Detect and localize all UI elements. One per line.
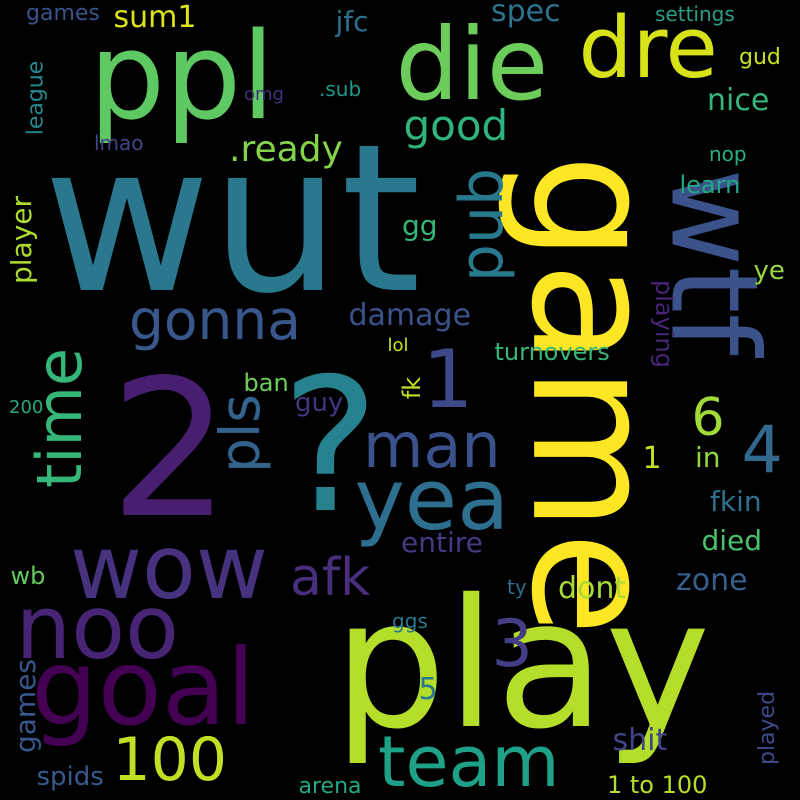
word-yea: yea — [354, 450, 510, 550]
word-spec: spec — [491, 0, 561, 29]
word-6: 6 — [691, 388, 725, 448]
word-1to100: 1 to 100 — [607, 771, 708, 799]
word-damage: damage — [348, 298, 472, 333]
word-1b: 1 — [642, 441, 662, 476]
word-ggs: ggs — [392, 609, 428, 633]
word-guy: guy — [295, 388, 344, 418]
word-team: team — [378, 721, 560, 800]
word-time: time — [23, 347, 97, 489]
word-dre: dre — [578, 0, 718, 98]
word-played: played — [755, 690, 781, 766]
word-nop: nop — [709, 142, 747, 166]
word-play: play — [333, 561, 711, 768]
word-settings: settings — [655, 2, 735, 26]
word-wut: wut — [43, 100, 421, 339]
word-gonna: gonna — [129, 287, 301, 352]
word-3: 3 — [491, 606, 533, 682]
word-ty: ty — [507, 575, 527, 599]
word-1: 1 — [422, 333, 474, 426]
word-turnovers: turnovers — [494, 338, 610, 366]
word-fk: fk — [398, 376, 427, 400]
word-gud: gud — [739, 45, 781, 70]
word-ban: ban — [243, 369, 289, 397]
word-wb: wb — [10, 562, 46, 590]
word-playing: playing — [649, 280, 678, 368]
word-in: in — [695, 441, 721, 474]
word-afk: afk — [290, 548, 371, 608]
word-2: 2 — [109, 339, 231, 560]
word-ye: ye — [753, 256, 785, 286]
word-entire: entire — [401, 526, 483, 559]
word-good: good — [403, 101, 509, 150]
word-ppl: ppl — [89, 8, 275, 147]
word-fkin: fkin — [710, 485, 762, 518]
word-dont: dont — [558, 571, 627, 606]
word-gg: gg — [402, 209, 438, 242]
word-zone: zone — [676, 563, 748, 598]
word-lmao: lmao — [94, 131, 144, 155]
word-die: die — [395, 6, 549, 123]
word-jfc: jfc — [335, 5, 369, 38]
word-lol: lol — [387, 335, 409, 356]
word-man: man — [363, 409, 501, 482]
word-spids: spids — [36, 762, 104, 792]
word-goal: goal — [31, 626, 256, 749]
word-question: ? — [281, 337, 380, 554]
word-shit: shit — [612, 723, 668, 758]
word-200: 200 — [9, 397, 44, 418]
word-100: 100 — [112, 725, 228, 795]
word-ready: .ready — [229, 129, 343, 170]
word-player: player — [5, 195, 39, 285]
word-5: 5 — [418, 672, 438, 707]
word-games2: games — [9, 658, 43, 754]
word-omg: omg — [244, 84, 284, 105]
word-pls: pls — [207, 393, 272, 473]
word-league: league — [22, 60, 48, 136]
word-arena: arena — [298, 774, 362, 799]
word-nice: nice — [707, 83, 770, 118]
word-died: died — [701, 524, 763, 557]
word-games: games — [26, 1, 100, 26]
word-wow: wow — [70, 516, 268, 619]
word-sub: .sub — [319, 77, 362, 101]
word-learn: learn — [679, 171, 741, 199]
word-noo: noo — [15, 576, 179, 679]
word-pub: pub — [447, 167, 518, 283]
word-sum1: sum1 — [113, 0, 197, 35]
word-4: 4 — [741, 412, 783, 488]
